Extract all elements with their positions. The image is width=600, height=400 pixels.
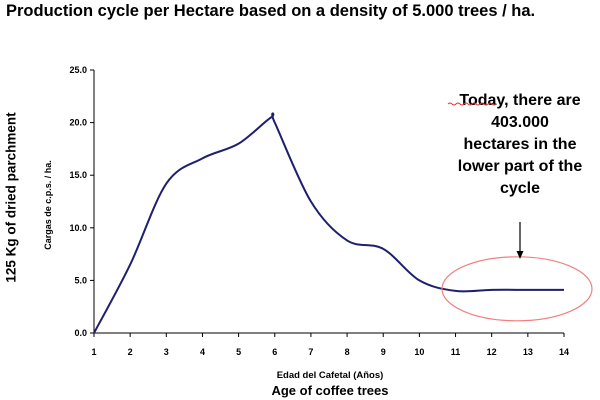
annotation-text: Today, there are 403.000 hectares in the… <box>457 92 583 197</box>
x-tick-label: 7 <box>308 347 313 357</box>
x-tick-label: 10 <box>414 347 424 357</box>
x-tick-label: 8 <box>345 347 350 357</box>
y-tick-label: 15.0 <box>69 170 87 180</box>
x-tick-label: 12 <box>487 347 497 357</box>
y-tick-label: 10.0 <box>69 223 87 233</box>
x-tick-label: 9 <box>381 347 386 357</box>
x-tick-label: 4 <box>200 347 205 357</box>
x-tick-label: 3 <box>164 347 169 357</box>
x-axis-label: Edad del Cafetal (Años) <box>276 370 384 381</box>
production-series-line <box>93 112 564 334</box>
x-tick-label: 2 <box>128 347 133 357</box>
outer-x-axis-label: Age of coffee trees <box>271 383 389 398</box>
x-tick-label: 5 <box>236 347 241 357</box>
x-tick-label: 14 <box>559 347 569 357</box>
y-tick-label: 20.0 <box>69 118 87 128</box>
annotation-arrowhead <box>516 251 524 259</box>
highlight-ellipse <box>441 256 593 322</box>
spellcheck-squiggle <box>447 102 497 106</box>
y-tick-label: 25.0 <box>69 65 87 75</box>
y-tick-label: 5.0 <box>74 275 87 285</box>
x-tick-label: 11 <box>451 347 461 357</box>
x-tick-label: 6 <box>272 347 277 357</box>
y-tick-label: 0.0 <box>74 328 87 338</box>
x-tick-label: 13 <box>523 347 533 357</box>
x-tick-label: 1 <box>91 347 96 357</box>
chart-title: Production cycle per Hectare based on a … <box>6 2 536 20</box>
